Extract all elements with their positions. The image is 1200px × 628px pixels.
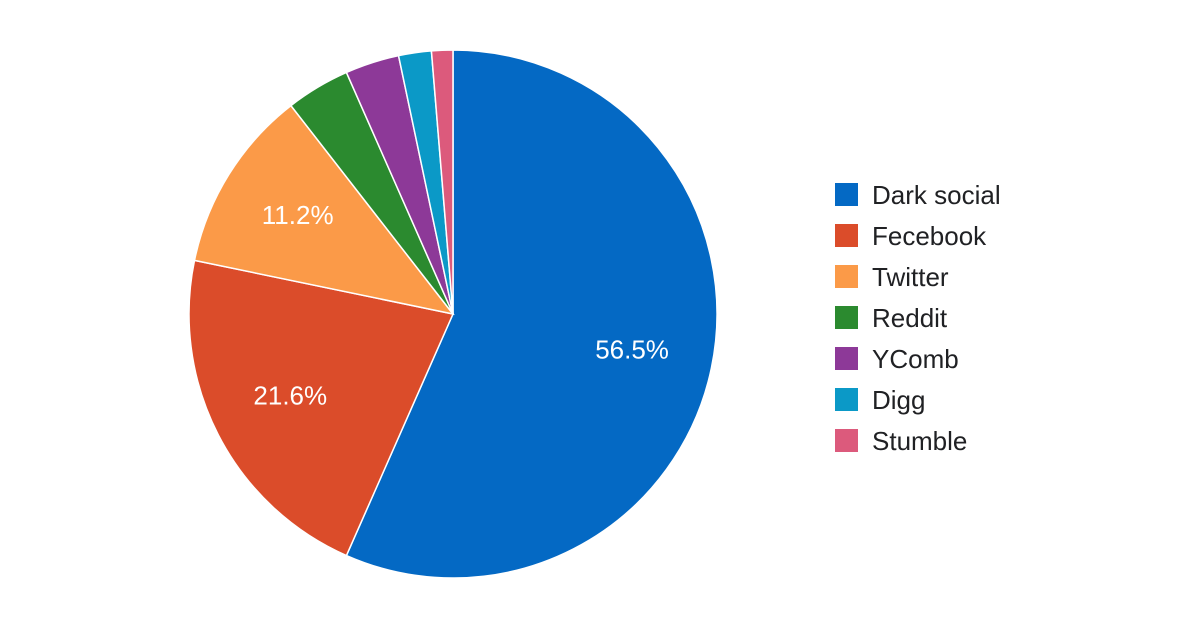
legend-label-twitter: Twitter bbox=[872, 261, 949, 292]
legend-item-twitter: Twitter bbox=[835, 256, 1095, 297]
legend-item-stumble: Stumble bbox=[835, 420, 1095, 461]
legend-item-reddit: Reddit bbox=[835, 297, 1095, 338]
legend-item-fecebook: Fecebook bbox=[835, 215, 1095, 256]
legend: Dark social Fecebook Twitter Reddit YCom… bbox=[835, 174, 1095, 461]
legend-swatch-reddit bbox=[835, 306, 858, 329]
pie-data-label-fecebook: 21.6% bbox=[253, 381, 327, 411]
legend-item-digg: Digg bbox=[835, 379, 1095, 420]
legend-swatch-digg bbox=[835, 388, 858, 411]
pie-slice-fecebook bbox=[188, 259, 455, 557]
pie-data-labels: 56.5% 21.6% 11.2% bbox=[253, 200, 669, 411]
pie-data-label-twitter: 11.2% bbox=[262, 200, 334, 230]
pie-slice-dark-social bbox=[345, 49, 718, 579]
legend-swatch-stumble bbox=[835, 429, 858, 452]
legend-swatch-twitter bbox=[835, 265, 858, 288]
legend-label-digg: Digg bbox=[872, 384, 926, 415]
legend-label-fecebook: Fecebook bbox=[872, 220, 987, 251]
pie-slice-stumble bbox=[430, 49, 454, 315]
legend-swatch-dark-social bbox=[835, 183, 858, 206]
legend-label-stumble: Stumble bbox=[872, 425, 968, 456]
legend-item-dark-social: Dark social bbox=[835, 174, 1095, 215]
legend-label-reddit: Reddit bbox=[872, 302, 948, 333]
legend-swatch-ycomb bbox=[835, 347, 858, 370]
pie-data-label-dark-social: 56.5% bbox=[595, 335, 669, 365]
legend-item-ycomb: YComb bbox=[835, 338, 1095, 379]
pie-slice-twitter bbox=[193, 104, 455, 316]
legend-label-dark-social: Dark social bbox=[872, 179, 1001, 210]
legend-label-ycomb: YComb bbox=[872, 343, 959, 374]
legend-swatch-fecebook bbox=[835, 224, 858, 247]
pie-slices bbox=[188, 49, 718, 579]
